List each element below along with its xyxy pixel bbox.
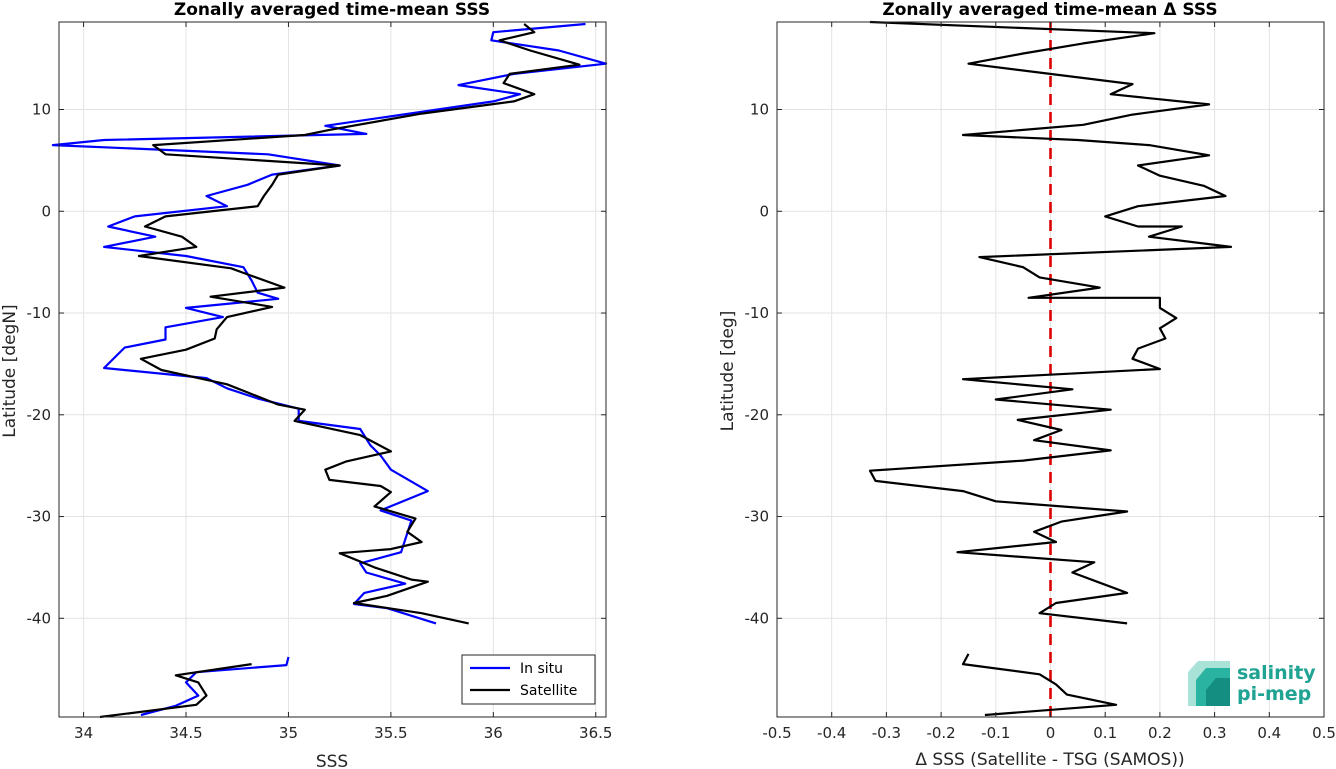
right-chart-title: Zonally averaged time-mean Δ SSS [882,0,1217,20]
x-tick-label: -0.1 [981,724,1010,742]
x-tick-label: 34 [74,724,93,742]
x-tick-label: -0.3 [872,724,901,742]
left-x-axis-label: SSS [316,752,348,769]
series-line-in-situ-segment-2 [140,656,290,717]
series-line-satellite-segment-1 [137,23,581,625]
x-tick-label: 0.3 [1203,724,1227,742]
salinity-pi-mep-logo: salinity pi-mep [1188,661,1316,706]
left-chart-title: Zonally averaged time-mean SSS [174,0,490,20]
y-tick-label: -40 [27,609,52,627]
x-tick-label: -0.4 [817,724,846,742]
y-tick-label: -10 [745,304,770,322]
x-tick-label: -0.2 [926,724,955,742]
y-tick-label: -20 [27,406,52,424]
right-x-axis-label: Δ SSS (Satellite - TSG (SAMOS)) [915,750,1184,769]
logo-wave-mark-front [1206,678,1230,706]
y-tick-label: -20 [745,406,770,424]
right-y-axis-label: Latitude [deg] [718,311,738,432]
y-tick-label: -10 [27,304,52,322]
y-tick-label: -30 [27,508,52,526]
y-tick-label: 0 [41,202,51,220]
left-plot-frame [58,21,607,718]
x-tick-label: 36 [484,724,503,742]
left-plot-area: 34 34.5 35 35.5 36 36.5 -40 -30 -20 -10 0 10 [27,21,612,742]
series-line-in-situ-segment-1 [51,22,608,625]
x-tick-label: 36.5 [579,724,612,742]
legend-label-satellite: Satellite [520,683,577,699]
x-tick-label: 0 [1046,724,1056,742]
right-chart-panel: -0.5 -0.4 -0.3 -0.2 -0.1 0 0.1 0.2 0.3 0.4 0.5 -40 -… [718,0,1336,769]
x-tick-label: 35 [279,724,298,742]
legend-label-in-situ: In situ [520,661,563,677]
series-line-satellite-segment-2 [99,663,252,719]
y-tick-label: -30 [745,508,770,526]
x-tick-label: 0.2 [1148,724,1172,742]
x-tick-label: 0.5 [1312,724,1336,742]
y-tick-label: 10 [32,101,51,119]
y-tick-label: -40 [745,609,770,627]
logo-text-salinity: salinity [1237,662,1316,684]
x-tick-label: 0.4 [1257,724,1281,742]
logo-text-pi-mep: pi-mep [1237,683,1311,705]
left-y-axis-label: Latitude [degN] [0,304,20,437]
left-chart-panel: 34 34.5 35 35.5 36 36.5 -40 -30 -20 -10 0 10 Zonall… [0,0,612,769]
x-tick-label: 34.5 [169,724,202,742]
y-tick-label: 10 [750,101,769,119]
series-line-delta-0-segment-1 [868,20,1233,625]
x-tick-label: 35.5 [374,724,407,742]
right-plot-area: -0.5 -0.4 -0.3 -0.2 -0.1 0 0.1 0.2 0.3 0.4 0.5 -40 -… [745,20,1336,742]
legend-box [461,654,596,705]
series-line-delta-0-segment-2 [961,653,1118,717]
x-tick-label: 0.1 [1093,724,1117,742]
y-tick-label: 0 [759,202,769,220]
left-chart-legend: In situ Satellite [461,654,596,705]
x-tick-label: -0.5 [762,724,791,742]
